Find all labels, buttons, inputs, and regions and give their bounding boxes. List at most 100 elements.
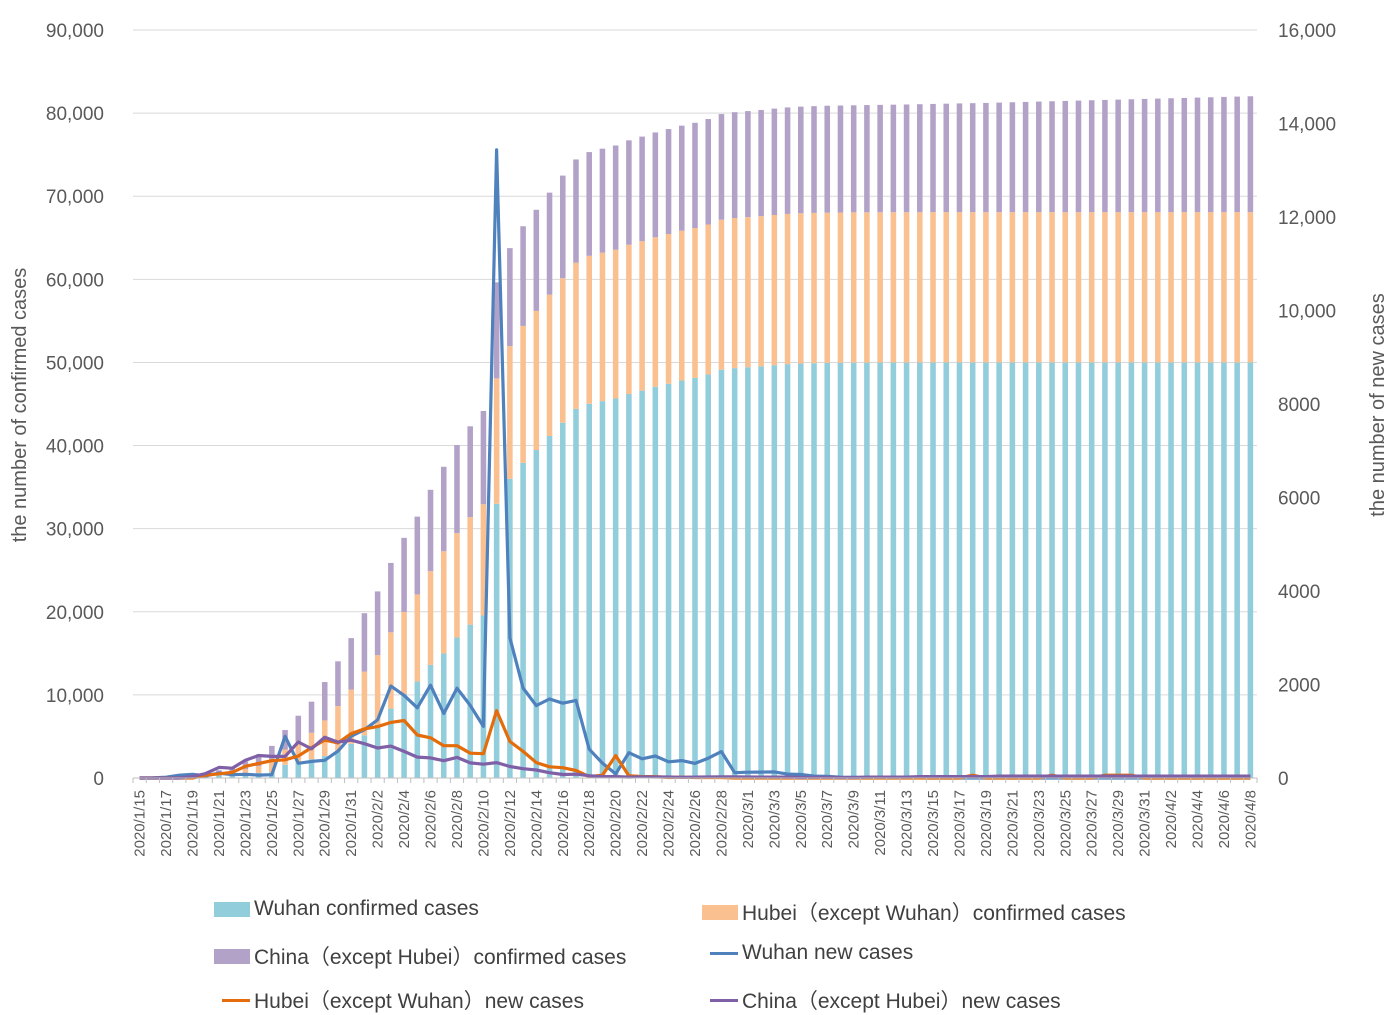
bar-china-confirmed: [917, 104, 923, 212]
y-right-tick-label: 4000: [1278, 582, 1320, 603]
bar-wuhan-confirmed: [520, 463, 526, 778]
bar-china-confirmed: [1181, 98, 1187, 212]
x-tick-label: 2020/3/15: [925, 790, 942, 857]
bar-china-confirmed: [772, 109, 778, 215]
bar-wuhan-confirmed: [996, 362, 1002, 778]
bar-hubei-confirmed: [415, 594, 421, 681]
y-axis-right-title: the number of new cases: [1367, 293, 1389, 516]
bar-hubei-confirmed: [957, 212, 963, 362]
bar-wuhan-confirmed: [573, 409, 579, 778]
x-tick-label: 2020/3/1: [740, 790, 757, 848]
bar-china-confirmed: [877, 105, 883, 212]
x-tick-label: 2020/2/14: [528, 790, 545, 857]
bar-hubei-confirmed: [547, 295, 553, 436]
x-tick-label: 2020/2/6: [423, 790, 440, 848]
bar-hubei-confirmed: [1181, 212, 1187, 362]
bar-hubei-confirmed: [586, 256, 592, 404]
bar-china-confirmed: [1129, 99, 1135, 212]
bar-wuhan-confirmed: [758, 366, 764, 778]
bar-hubei-confirmed: [1102, 212, 1108, 362]
x-tick-label: 2020/2/2: [370, 790, 387, 848]
bar-wuhan-confirmed: [1049, 362, 1055, 778]
bar-wuhan-confirmed: [891, 362, 897, 778]
x-tick-label: 2020/2/26: [687, 790, 704, 857]
x-tick-label: 2020/1/15: [132, 790, 149, 857]
bar-china-confirmed: [1076, 101, 1082, 213]
x-tick-label: 2020/3/21: [1004, 790, 1021, 857]
bar-hubei-confirmed: [600, 253, 606, 401]
bar-wuhan-confirmed: [930, 362, 936, 778]
bar-china-confirmed: [1248, 96, 1254, 212]
bar-china-confirmed: [1023, 102, 1029, 212]
bar-hubei-confirmed: [243, 769, 249, 773]
bar-china-confirmed: [930, 104, 936, 212]
bar-china-confirmed: [1234, 97, 1240, 213]
bar-hubei-confirmed: [626, 245, 632, 394]
bar-wuhan-confirmed: [613, 399, 619, 778]
bar-hubei-confirmed: [692, 228, 698, 378]
bar-wuhan-confirmed: [626, 394, 632, 778]
bar-hubei-confirmed: [1248, 212, 1254, 362]
bar-china-confirmed: [560, 176, 566, 279]
bar-hubei-confirmed: [811, 213, 817, 363]
bar-hubei-confirmed: [1168, 212, 1174, 362]
x-tick-label: 2020/3/13: [899, 790, 916, 857]
y-right-tick-label: 12,000: [1278, 208, 1336, 229]
bar-wuhan-confirmed: [864, 363, 870, 778]
x-tick-label: 2020/2/10: [475, 790, 492, 857]
bar-china-confirmed: [388, 563, 394, 632]
bar-china-confirmed: [348, 638, 354, 689]
bar-wuhan-confirmed: [547, 436, 553, 778]
y-axis-left-title: the number of confirmed cases: [9, 268, 31, 543]
bar-hubei-confirmed: [1142, 212, 1148, 362]
bar-hubei-confirmed: [772, 215, 778, 365]
bar-wuhan-confirmed: [692, 378, 698, 778]
x-tick-label: 2020/2/28: [713, 790, 730, 857]
y-right-tick-label: 8000: [1278, 395, 1320, 416]
x-tick-label: 2020/2/12: [502, 790, 519, 857]
bar-china-confirmed: [838, 106, 844, 213]
bar-hubei-confirmed: [877, 212, 883, 362]
bar-hubei-confirmed: [534, 311, 540, 450]
x-tick-label: 2020/3/17: [952, 790, 969, 857]
x-tick-label: 2020/1/31: [343, 790, 360, 857]
bar-hubei-confirmed: [520, 326, 526, 463]
bar-china-confirmed: [507, 248, 513, 346]
bar-china-confirmed: [639, 137, 645, 242]
bar-wuhan-confirmed: [1221, 362, 1227, 778]
bar-hubei-confirmed: [891, 212, 897, 362]
bar-china-confirmed: [309, 702, 315, 733]
bar-china-confirmed: [520, 226, 526, 326]
x-tick-label: 2020/2/20: [608, 790, 625, 857]
bar-china-confirmed: [401, 538, 407, 612]
bar-wuhan-confirmed: [838, 363, 844, 778]
bar-hubei-confirmed: [996, 212, 1002, 362]
bar-hubei-confirmed: [507, 346, 513, 479]
bar-wuhan-confirmed: [1010, 362, 1016, 778]
bar-hubei-confirmed: [441, 551, 447, 653]
y-left-tick-label: 10,000: [46, 686, 104, 707]
bar-hubei-confirmed: [1023, 212, 1029, 362]
x-tick-label: 2020/1/23: [237, 790, 254, 857]
x-tick-label: 2020/4/6: [1216, 790, 1233, 848]
bar-hubei-confirmed: [679, 231, 685, 381]
bar-china-confirmed: [441, 467, 447, 551]
x-tick-label: 2020/2/22: [634, 790, 651, 857]
y-right-tick-label: 0: [1278, 769, 1289, 790]
bar-wuhan-confirmed: [494, 504, 500, 778]
bar-china-confirmed: [1221, 97, 1227, 212]
bar-hubei-confirmed: [653, 237, 659, 387]
bar-china-confirmed: [983, 103, 989, 212]
bar-china-confirmed: [467, 426, 473, 517]
bar-china-confirmed: [1195, 98, 1201, 213]
bar-china-confirmed: [653, 132, 659, 237]
x-tick-label: 2020/3/23: [1031, 790, 1048, 857]
bar-hubei-confirmed: [983, 212, 989, 362]
y-axis-right: 0200040006000800010,00012,00014,00016,00…: [1278, 21, 1336, 790]
bar-china-confirmed: [719, 114, 725, 220]
bar-hubei-confirmed: [1221, 212, 1227, 362]
bar-wuhan-confirmed: [282, 765, 288, 778]
x-tick-label: 2020/3/19: [978, 790, 995, 857]
bar-wuhan-confirmed: [534, 450, 540, 778]
